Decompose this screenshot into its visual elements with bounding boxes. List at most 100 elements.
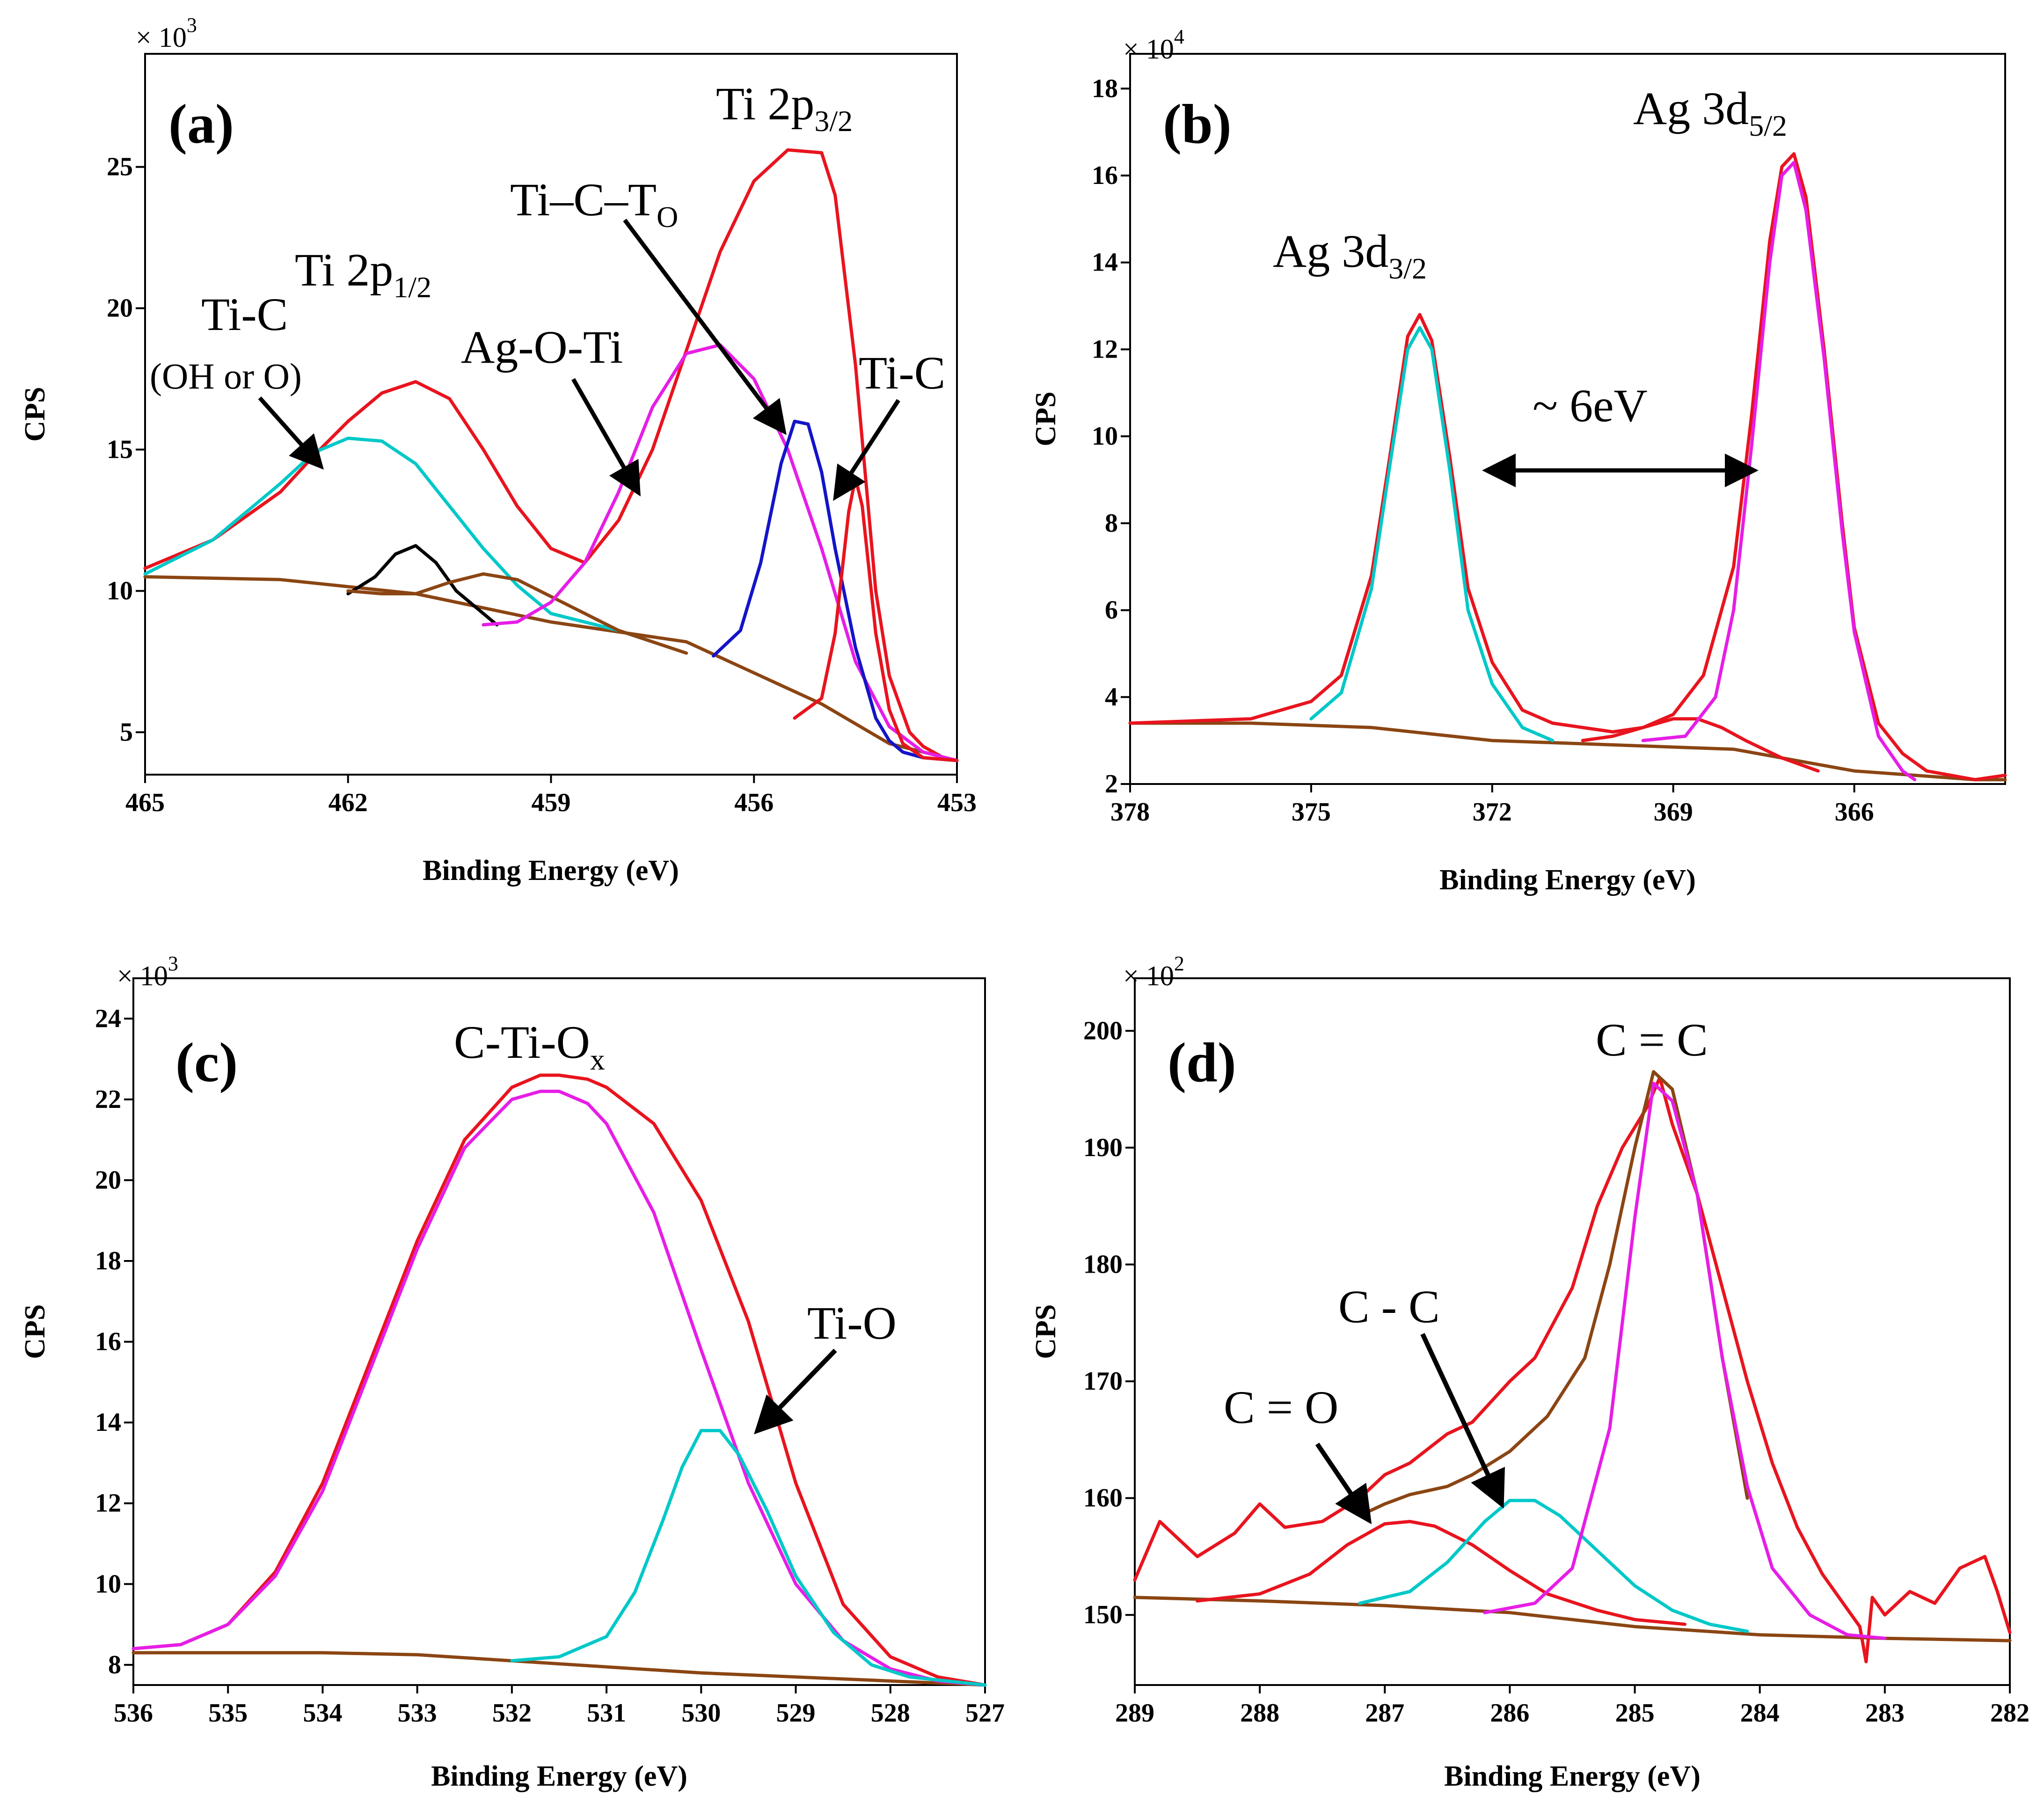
y-tick-label: 10 xyxy=(107,576,133,605)
y-tick-label: 24 xyxy=(95,1004,121,1033)
y-tick-label: 200 xyxy=(1083,1016,1123,1045)
y-tick-label: 180 xyxy=(1083,1250,1123,1279)
fit-curve-5 xyxy=(1483,1082,1887,1640)
fit-curve-3 xyxy=(346,544,499,627)
panel-label: (a) xyxy=(168,93,234,155)
annotation-ti2p32: Ti 2p3/2 xyxy=(716,78,853,138)
fit-curve-4 xyxy=(1641,161,1917,782)
plot-frame xyxy=(144,53,958,776)
x-tick-label: 366 xyxy=(1835,798,1874,827)
y-tick-label: 18 xyxy=(95,1246,121,1275)
x-tick-label: 529 xyxy=(776,1699,816,1728)
y-tick-label: 160 xyxy=(1083,1484,1123,1513)
axis-ticks xyxy=(124,1018,986,1693)
x-tick-label: 535 xyxy=(208,1699,248,1728)
y-tick-label: 12 xyxy=(1092,335,1118,364)
fit-curve-4 xyxy=(1358,1499,1749,1633)
y-multiplier: × 102 xyxy=(1123,952,1184,991)
annotation-c-eq-c: C = C xyxy=(1596,1014,1708,1066)
curves xyxy=(131,1073,987,1687)
y-tick-label: 14 xyxy=(1092,248,1118,277)
x-tick-label: 533 xyxy=(398,1699,437,1728)
x-tick-label: 530 xyxy=(681,1699,721,1728)
x-axis-label: Binding Energy (eV) xyxy=(423,855,679,887)
y-tick-label: 12 xyxy=(95,1489,121,1518)
annotation-ag-o-ti: Ag-O-Ti xyxy=(461,321,623,373)
fit-curve-1 xyxy=(131,1073,987,1687)
y-axis-label: CPS xyxy=(1030,1304,1062,1359)
fit-curve-6 xyxy=(712,419,959,762)
y-tick-label: 8 xyxy=(108,1650,121,1679)
fit-curve-3 xyxy=(510,1429,987,1687)
y-tick-label: 10 xyxy=(95,1569,121,1598)
annotation-6ev: ~ 6eV xyxy=(1533,380,1648,432)
y-tick-label: 150 xyxy=(1083,1600,1123,1629)
y-tick-label: 8 xyxy=(1105,509,1118,538)
x-axis-label: Binding Energy (eV) xyxy=(431,1760,687,1792)
axis-ticks xyxy=(1125,1030,2011,1693)
y-tick-label: 6 xyxy=(1105,596,1118,625)
x-tick-label: 283 xyxy=(1865,1699,1905,1728)
y-tick-label: 22 xyxy=(95,1085,121,1114)
background-curve xyxy=(1128,721,2007,782)
annotation-ti-o: Ti-O xyxy=(807,1297,897,1349)
y-tick-label: 14 xyxy=(95,1408,121,1437)
x-tick-label: 369 xyxy=(1654,798,1693,827)
annotation-ti-c-right: Ti-C xyxy=(859,347,945,399)
tick-labels: 536 535 534 533 532 531 530 529 528 527 8 10 12 14 16 1… xyxy=(95,1004,1005,1728)
plot-frame xyxy=(1129,53,2006,785)
y-tick-label: 190 xyxy=(1083,1133,1123,1162)
tick-labels: 289 288 287 286 285 284 283 282 150 160 170 180 190 2… xyxy=(1083,1016,2029,1728)
arrow-c-eq-o xyxy=(1315,1443,1372,1524)
x-tick-label: 531 xyxy=(587,1699,626,1728)
panel-label: (c) xyxy=(175,1031,238,1093)
panel-d: 289 288 287 286 285 284 283 282 150 160 170 180 190 2… xyxy=(1030,952,2029,1792)
x-tick-label: 375 xyxy=(1292,798,1331,827)
annotation-ag3d32: Ag 3d3/2 xyxy=(1273,225,1427,285)
x-tick-label: 282 xyxy=(1990,1699,2029,1728)
y-tick-label: 170 xyxy=(1083,1367,1123,1396)
arrow-ti-c-oh xyxy=(258,396,324,470)
x-tick-label: 459 xyxy=(532,788,571,817)
x-tick-label: 289 xyxy=(1115,1699,1154,1728)
plot-frame xyxy=(1134,977,2011,1686)
arrow-ti-c-to xyxy=(623,219,787,435)
y-axis-label: CPS xyxy=(1030,391,1062,446)
y-tick-label: 16 xyxy=(1092,161,1118,190)
fit-curve-2 xyxy=(1309,326,1555,742)
annotation-oh-or-o: (OH or O) xyxy=(150,356,302,396)
y-tick-label: 25 xyxy=(107,153,133,182)
x-tick-label: 453 xyxy=(937,788,977,817)
fit-curve-4 xyxy=(346,572,688,655)
panel-b: 378 375 372 369 366 2 4 6 8 10 12 14 16 18 Binding En… xyxy=(1030,25,2007,896)
annotation-c-c: C - C xyxy=(1338,1281,1440,1333)
y-multiplier: × 103 xyxy=(117,952,178,991)
x-tick-label: 532 xyxy=(492,1699,532,1728)
x-tick-label: 287 xyxy=(1365,1699,1404,1728)
arrow-ag-o-ti xyxy=(571,378,641,497)
y-axis-label: CPS xyxy=(19,1304,51,1359)
annotation-ti2p12: Ti 2p1/2 xyxy=(295,244,431,304)
background-curve xyxy=(131,1651,987,1687)
y-tick-label: 4 xyxy=(1105,682,1118,711)
y-tick-label: 20 xyxy=(95,1165,121,1194)
x-tick-label: 285 xyxy=(1615,1699,1655,1728)
panel-a: 465 462 459 456 453 5 10 15 20 25 Binding Energy … xyxy=(19,14,977,887)
fit-curve-3 xyxy=(1196,1520,1686,1626)
x-tick-label: 456 xyxy=(734,788,774,817)
annotation-c-ti-ox: C-Ti-Ox xyxy=(454,1016,605,1076)
x-tick-label: 284 xyxy=(1740,1699,1780,1728)
x-tick-label: 534 xyxy=(303,1699,342,1728)
annotation-ti-c-to: Ti–C–TO xyxy=(510,174,678,234)
fit-curve-7 xyxy=(793,476,959,762)
curves xyxy=(1133,1070,2012,1663)
y-tick-label: 15 xyxy=(107,435,133,464)
arrow-c-c xyxy=(1420,1333,1505,1509)
annotation-arrows xyxy=(258,219,1759,1524)
x-axis-label: Binding Energy (eV) xyxy=(1444,1760,1701,1792)
y-tick-label: 5 xyxy=(120,718,133,747)
y-axis-label: CPS xyxy=(19,387,51,441)
curves xyxy=(1128,152,2007,782)
x-tick-label: 286 xyxy=(1490,1699,1529,1728)
annotation-ag3d52: Ag 3d5/2 xyxy=(1633,82,1787,142)
